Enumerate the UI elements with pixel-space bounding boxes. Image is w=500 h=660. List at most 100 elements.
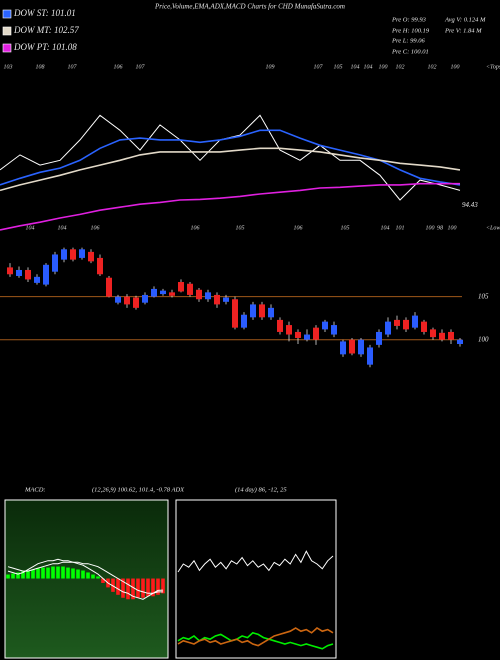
top-label: 108 [36,64,45,70]
legend-swatch [2,26,12,36]
top-label: 105 [334,64,343,70]
candle-body [196,289,202,300]
lows-caption: <Lows [486,225,500,231]
last-low: 94.43 [462,201,478,209]
histogram-bar [56,566,60,579]
histogram-bar [76,569,80,579]
candle-body [115,296,121,303]
histogram-bar [66,567,70,579]
candle-body [241,314,247,328]
bottom-label: 106 [191,225,200,231]
top-label: 109 [266,64,275,70]
bottom-label: 98 [437,225,443,231]
histogram-bar [96,576,100,579]
candle-body [52,254,58,272]
bottom-label: 104 [381,224,390,231]
candle-body [268,307,274,318]
candle-body [214,294,220,305]
histogram-bar [26,570,30,579]
histogram-bar [11,573,15,579]
macd-params: (12,26,9) 100.62, 101.4, -0.78 ADX [92,486,185,493]
series-line [0,147,461,192]
candle-body [124,296,130,305]
macd-label: MACD: [24,486,46,493]
bottom-label: 106 [91,225,100,231]
info-text: Pre V: 1.84 M [444,27,482,34]
bottom-label: 105 [341,225,350,231]
histogram-bar [86,572,90,579]
candle-body [205,292,211,300]
legend-swatch [2,43,12,53]
candle-body [313,327,319,340]
bottom-label: 106 [294,225,303,231]
top-label: 100 [451,64,460,70]
y-tick-label: 105 [478,292,489,300]
histogram-bar [141,578,145,598]
adx-params: (14 day) 86, -12, 25 [235,486,287,493]
tops-caption: <Tops [486,64,500,70]
candle-body [448,331,454,340]
candle-body [403,319,409,330]
candle-body [223,297,229,302]
histogram-bar [151,578,155,597]
histogram-bar [156,578,160,595]
top-label: 104 [364,63,373,70]
candle-body [178,282,184,292]
histogram-bar [136,578,140,598]
candle-body [106,277,112,297]
info-text: Pre O: 99.93 [391,16,427,23]
top-label: 106 [114,64,123,70]
histogram-bar [81,570,85,579]
top-label: 107 [136,64,146,70]
candle-body [385,321,391,335]
candle-body [16,269,22,276]
legend-swatch [2,9,12,19]
candle-body [358,339,364,355]
candle-body [250,304,256,318]
histogram-bar [101,578,105,583]
y-tick-label: 100 [478,335,489,343]
info-text: Pre C: 100.01 [391,48,429,55]
histogram-bar [36,568,40,579]
series-line [177,631,334,650]
candle-body [331,325,337,335]
histogram-bar [6,574,10,579]
candle-body [187,283,193,295]
candle-body [79,249,85,258]
candle-body [61,249,67,260]
legend-label: DOW MT: 102.57 [13,25,79,35]
bottom-label: 105 [236,225,245,231]
candle-body [169,292,175,296]
candle-body [430,329,436,338]
candle-body [277,319,283,332]
candle-body [133,297,139,308]
top-label: 107 [68,64,78,70]
macd-line [7,558,164,600]
candle-body [457,339,463,345]
info-text: Pre H: 100.19 [391,27,430,34]
candle-body [439,332,445,340]
bottom-label: 101 [396,225,405,231]
candle-body [349,339,355,354]
candle-body [232,299,238,328]
legend-label: DOW ST: 101.01 [13,8,76,18]
histogram-bar [16,572,20,579]
macd-panel [4,499,169,659]
info-text: Avg V: 0.124 M [444,16,486,23]
histogram-bar [131,578,135,600]
signal-line [7,561,163,594]
candle-body [25,269,31,280]
candle-body [70,249,76,260]
candle-body [412,315,418,328]
candle-body [340,341,346,355]
top-label: 104 [351,63,360,70]
histogram-bar [21,571,25,579]
top-label: 102 [428,64,437,70]
histogram-bar [51,566,55,579]
histogram-bar [116,578,120,595]
series-line [0,182,460,231]
series-line [0,129,461,186]
candle-body [88,251,94,262]
